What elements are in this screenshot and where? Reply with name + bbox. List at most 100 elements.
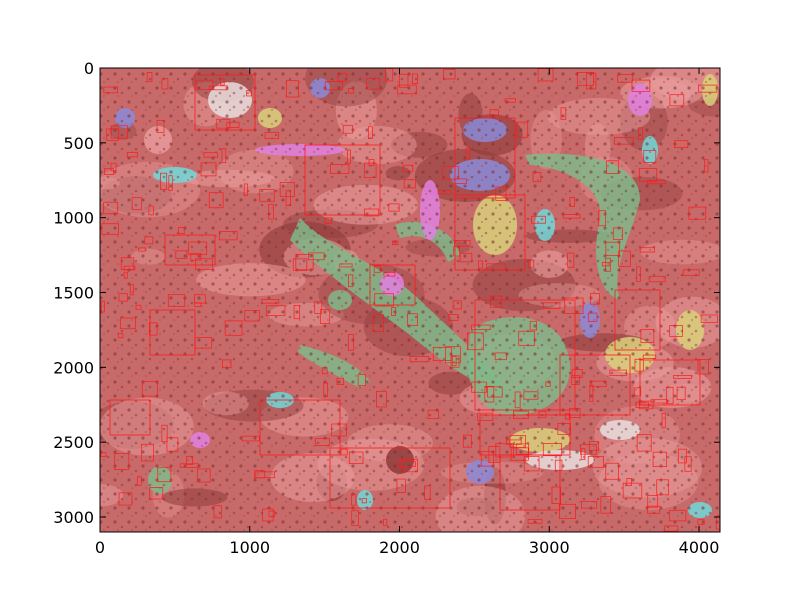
bounding-box xyxy=(203,152,218,158)
bounding-box xyxy=(527,259,535,269)
bounding-box xyxy=(255,471,275,479)
bounding-box xyxy=(605,257,611,272)
bounding-box xyxy=(348,274,354,288)
bounding-box xyxy=(407,313,418,327)
bounding-box xyxy=(339,263,353,268)
bounding-box xyxy=(529,320,537,331)
bounding-box xyxy=(314,301,323,314)
bounding-box xyxy=(639,247,655,253)
bounding-box xyxy=(149,487,164,500)
bounding-box xyxy=(638,168,658,182)
bounding-box xyxy=(348,451,364,465)
bounding-box xyxy=(351,510,359,526)
bounding-box xyxy=(357,374,366,387)
bounding-box xyxy=(319,309,331,324)
bounding-box xyxy=(606,160,620,174)
bounding-box xyxy=(141,381,158,397)
bounding-box xyxy=(639,359,701,406)
bounding-box xyxy=(462,434,472,448)
bounding-box xyxy=(443,69,456,80)
bounding-box xyxy=(244,310,260,322)
bounding-box xyxy=(559,354,631,416)
bounding-box xyxy=(665,386,674,405)
bounding-box xyxy=(635,401,649,409)
bounding-box xyxy=(264,132,280,140)
bounding-box xyxy=(600,496,611,514)
bounding-box xyxy=(648,275,666,283)
bounding-box xyxy=(537,68,554,82)
bounding-box xyxy=(101,223,119,235)
bounding-box xyxy=(647,495,659,508)
bounding-box xyxy=(402,164,414,173)
bounding-box xyxy=(700,314,718,324)
bounding-box xyxy=(513,410,529,420)
bounding-box xyxy=(674,140,689,149)
bounding-box xyxy=(196,468,211,483)
bounding-box xyxy=(554,459,563,471)
bounding-box xyxy=(454,178,467,184)
bounding-box xyxy=(486,263,506,271)
bounding-box xyxy=(146,72,153,82)
y-tick-label: 2000 xyxy=(53,358,94,377)
bounding-box xyxy=(626,478,632,487)
x-tick-label: 0 xyxy=(95,538,105,557)
bounding-box xyxy=(545,381,551,387)
bounding-box xyxy=(587,312,598,322)
bounding-box xyxy=(605,241,620,256)
bounding-box xyxy=(514,391,521,409)
bounding-box xyxy=(618,250,631,267)
bounding-box xyxy=(614,289,661,351)
bounding-box xyxy=(351,494,357,506)
bounding-box xyxy=(523,456,540,472)
bounding-box xyxy=(484,385,495,403)
bounding-box xyxy=(605,462,619,480)
bounding-box xyxy=(308,252,325,261)
bounding-box xyxy=(188,241,208,256)
bounding-box xyxy=(451,356,457,367)
bounding-box xyxy=(175,250,188,259)
bounding-box xyxy=(368,126,373,139)
bounding-box xyxy=(293,305,300,320)
segmentation-image xyxy=(100,68,720,532)
y-tick-label: 0 xyxy=(84,59,94,78)
bounding-box xyxy=(697,359,709,375)
bounding-box xyxy=(551,486,562,504)
bounding-box xyxy=(613,137,634,145)
bounding-box xyxy=(684,456,692,472)
bounding-box xyxy=(103,168,114,175)
bounding-box xyxy=(194,294,206,304)
bounding-box xyxy=(216,118,231,129)
bounding-box xyxy=(213,505,222,519)
bounding-box xyxy=(636,266,641,282)
bounding-box xyxy=(190,252,202,261)
bounding-box xyxy=(634,358,644,372)
bounding-box xyxy=(366,77,381,90)
bounding-box xyxy=(480,451,494,467)
bounding-box xyxy=(640,329,655,344)
bounding-box xyxy=(532,172,542,183)
bounding-box xyxy=(518,330,535,346)
bounding-box xyxy=(144,236,154,245)
bounding-box xyxy=(478,260,484,269)
bounding-box xyxy=(374,293,394,307)
bounding-box xyxy=(106,128,119,141)
bounding-box xyxy=(669,94,685,107)
bounding-box xyxy=(523,391,539,400)
bounding-box xyxy=(580,500,598,509)
y-tick-label: 500 xyxy=(63,134,94,153)
bounding-box xyxy=(137,476,142,486)
bounding-box xyxy=(669,509,687,522)
bounding-box xyxy=(221,148,227,164)
bounding-box xyxy=(471,381,487,393)
bounding-box xyxy=(450,355,460,368)
bounding-box xyxy=(427,409,439,419)
bounding-box xyxy=(262,508,274,522)
bounding-box xyxy=(509,435,526,448)
bounding-box xyxy=(259,399,341,456)
bounding-box xyxy=(580,444,597,455)
bounding-box xyxy=(646,180,666,185)
bounding-box xyxy=(677,448,687,464)
bounding-box xyxy=(586,72,597,90)
bounding-box xyxy=(652,451,668,468)
bounding-box xyxy=(643,150,657,163)
